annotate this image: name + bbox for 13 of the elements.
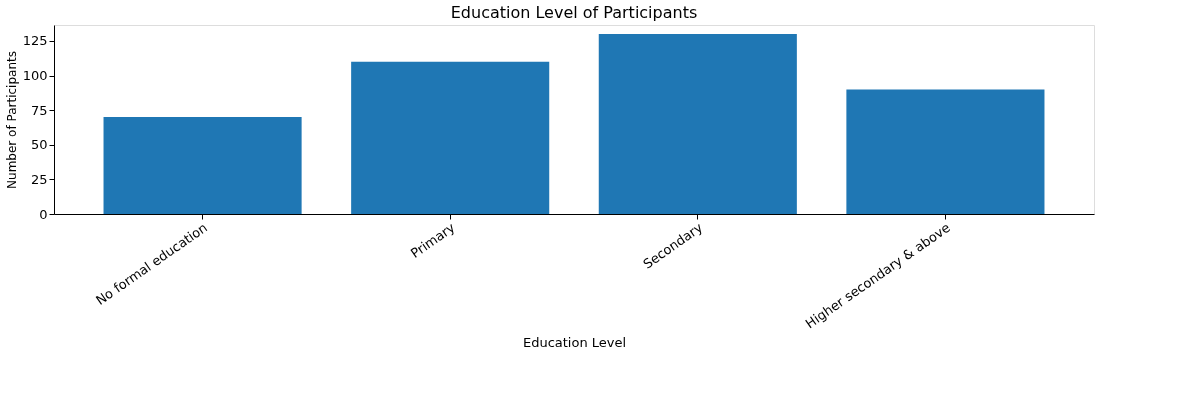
bar (598, 34, 797, 214)
y-tick-label: 50 (30, 137, 48, 153)
y-axis-title: Number of Participants (4, 51, 19, 189)
y-tick-label: 125 (22, 33, 48, 49)
y-tick-label: 75 (30, 102, 48, 118)
y-tick-label: 0 (39, 206, 48, 222)
chart-title: Education Level of Participants (450, 3, 698, 22)
y-tick-label: 25 (30, 171, 48, 187)
bar (846, 89, 1045, 214)
y-tick-label: 100 (22, 68, 48, 84)
x-axis-title: Education Level (522, 335, 627, 351)
bar (351, 61, 550, 214)
bar (103, 117, 302, 214)
